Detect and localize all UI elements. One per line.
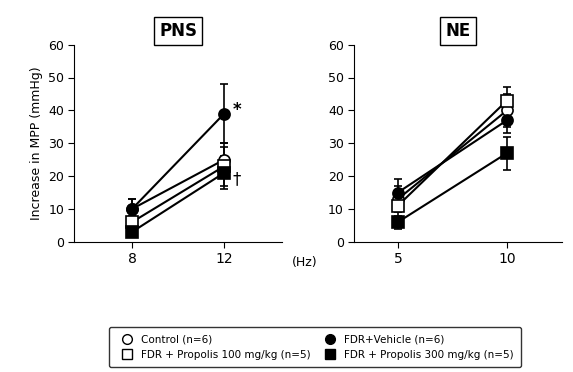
Legend: Control (n=6), FDR + Propolis 100 mg/kg (n=5), FDR+Vehicle (n=6), FDR + Propolis: Control (n=6), FDR + Propolis 100 mg/kg … (109, 327, 521, 367)
Text: †: † (232, 170, 241, 188)
Text: (Hz): (Hz) (292, 256, 318, 269)
Text: *: * (232, 101, 241, 119)
Text: (nmol): (nmol) (572, 256, 573, 269)
Title: NE: NE (445, 22, 470, 40)
Y-axis label: Increase in MPP (mmHg): Increase in MPP (mmHg) (30, 67, 42, 220)
Title: PNS: PNS (159, 22, 197, 40)
